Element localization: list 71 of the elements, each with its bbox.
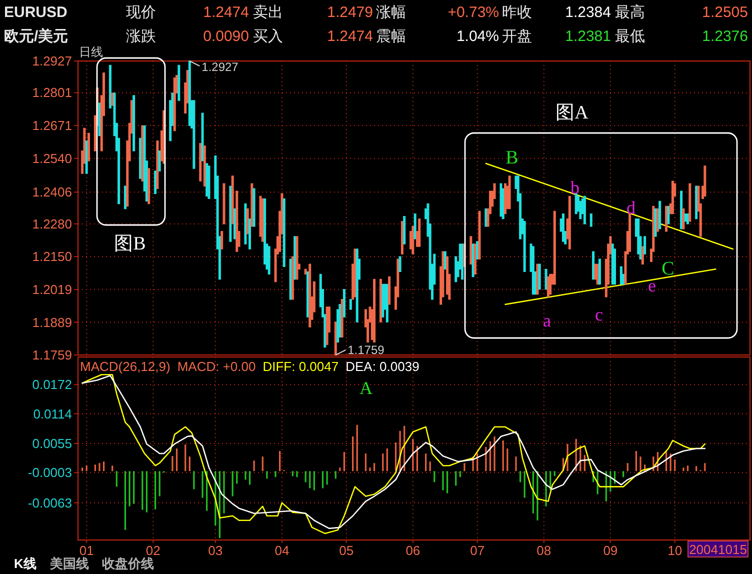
- annotation: 图B: [114, 234, 146, 255]
- text: 美国线: [49, 556, 89, 571]
- text: 20041015: [689, 542, 747, 557]
- annotation: MACD: +0.00: [177, 359, 256, 374]
- y-tick-label: -0.0063: [28, 495, 72, 510]
- annotation: MACD(26,12,9): [80, 359, 170, 374]
- text: 现价: [126, 4, 156, 21]
- text: 1.04%: [456, 28, 499, 45]
- x-tick-label: 04: [274, 543, 290, 558]
- x-tick-label: 05: [339, 543, 354, 558]
- annotation: 1.2927: [202, 60, 239, 74]
- x-tick-label: 10: [668, 543, 682, 558]
- annotation: b: [570, 177, 580, 198]
- text: 昨收: [502, 4, 532, 21]
- annotation: DEA: 0.0039: [346, 359, 420, 374]
- x-tick-label: 03: [208, 543, 223, 558]
- text: 1.2376: [702, 28, 748, 45]
- text: 卖出: [253, 4, 283, 21]
- y-tick-label: 1.2801: [32, 85, 72, 100]
- candlestick: [220, 231, 224, 250]
- text: 0.0090: [203, 28, 249, 45]
- text: 1.2474: [203, 4, 249, 21]
- text: 最低: [615, 28, 645, 45]
- text: +0.73%: [448, 4, 499, 21]
- annotation: e: [648, 275, 656, 296]
- text: 1.2381: [565, 28, 611, 45]
- text: 1.2384: [565, 4, 611, 21]
- text: EURUSD: [4, 4, 68, 21]
- annotation: B: [506, 148, 518, 169]
- y-tick-label: 1.2927: [32, 54, 72, 68]
- text: 欧元/美元: [4, 27, 68, 45]
- text: 涨幅: [376, 4, 406, 21]
- text: 收盘价线: [102, 556, 154, 571]
- text: 买入: [253, 28, 283, 45]
- text: 最高: [615, 4, 645, 21]
- text: 震幅: [376, 28, 406, 45]
- annotation: d: [626, 197, 636, 218]
- y-tick-label: 1.2280: [32, 216, 72, 232]
- x-tick-label: 01: [79, 543, 94, 558]
- x-tick-label: 09: [603, 543, 618, 558]
- y-tick-label: 1.2671: [32, 118, 72, 133]
- annotation: A: [360, 378, 372, 398]
- text: 1.2479: [327, 4, 373, 21]
- text: K线: [14, 556, 36, 571]
- annotation: 1.1759: [348, 343, 385, 357]
- y-tick-label: 1.1889: [32, 314, 72, 330]
- y-tick-label: 0.0114: [33, 406, 72, 422]
- x-tick-label: 08: [536, 543, 552, 558]
- text: 开盘: [502, 28, 532, 45]
- y-tick-label: -0.0003: [28, 465, 72, 480]
- y-tick-label: 0.0172: [32, 377, 72, 392]
- y-tick-label: 0.0055: [32, 436, 72, 451]
- annotation: a: [543, 310, 551, 330]
- y-tick-label: 1.2406: [32, 184, 72, 200]
- text: 涨跌: [126, 28, 156, 45]
- annotation: c: [595, 304, 603, 324]
- x-tick-label: 02: [146, 543, 160, 558]
- y-tick-label: 1.2019: [32, 282, 72, 298]
- text: 日线: [79, 45, 103, 59]
- text: 1.2505: [702, 4, 748, 21]
- candlestick: [398, 256, 402, 272]
- x-tick-label: 06: [406, 543, 420, 558]
- annotation: 图A: [556, 102, 589, 124]
- annotation: C: [662, 258, 674, 280]
- candlestick: [349, 299, 352, 310]
- x-tick-label: 07: [470, 543, 485, 558]
- y-tick-label: 1.2540: [32, 150, 72, 166]
- y-tick-label: 1.1759: [32, 348, 72, 362]
- text: 1.2474: [327, 28, 373, 45]
- y-tick-label: 1.2150: [32, 249, 72, 264]
- annotation: DIFF: 0.0047: [262, 359, 339, 374]
